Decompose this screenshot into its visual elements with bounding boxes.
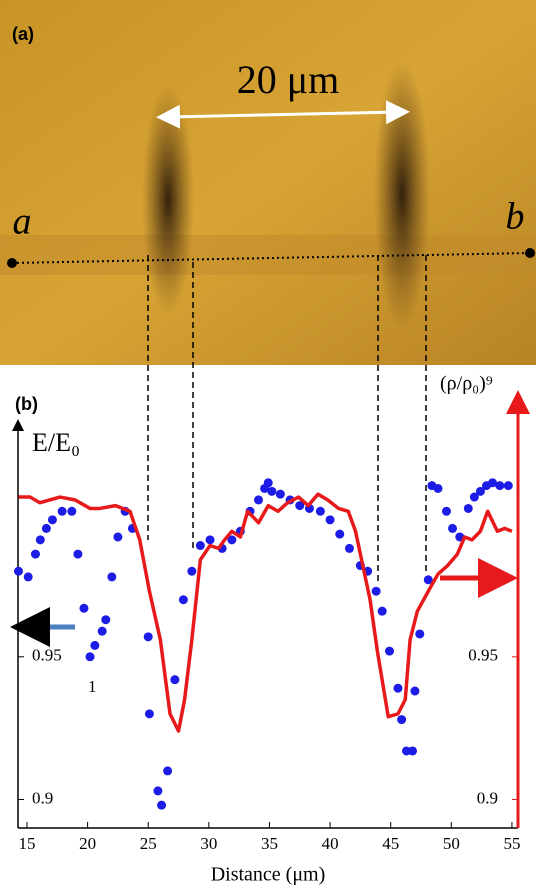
panel-label: (a) (12, 24, 34, 44)
scatter-point (495, 481, 505, 491)
scatter-point (441, 506, 451, 516)
scatter-point (254, 495, 264, 505)
scatter-point (433, 483, 443, 493)
x-tick-label: 40 (322, 834, 339, 853)
annotation: 1 (88, 677, 97, 696)
y2-axis-label: (ρ/ρ₀)⁹ (440, 373, 493, 395)
scatter-point (448, 523, 458, 533)
scatter-point (384, 646, 394, 656)
x-tick-label: 35 (261, 834, 278, 853)
x-tick-label: 20 (79, 834, 96, 853)
crack (374, 60, 430, 330)
scatter-point (79, 603, 89, 613)
scatter-point (263, 478, 273, 488)
x-tick-label: 15 (18, 834, 35, 853)
scatter-point (195, 541, 205, 551)
scatter-point (410, 686, 420, 696)
x-tick-label: 30 (200, 834, 217, 853)
scatter-point (143, 632, 153, 642)
y-tick-label: 0.9 (32, 788, 53, 807)
point-label: a (13, 201, 32, 243)
scatter-point (335, 529, 345, 539)
scatter-point (90, 640, 100, 650)
scale-label: 20 μm (237, 57, 340, 102)
scatter-point (371, 586, 381, 596)
y-tick-label: 0.95 (32, 646, 62, 665)
scatter-point (408, 746, 418, 756)
crack (142, 85, 194, 315)
scatter-point (295, 501, 305, 511)
x-tick-label: 45 (382, 834, 399, 853)
scatter-point (13, 566, 23, 576)
scatter-point (41, 523, 51, 533)
scatter-point (397, 715, 407, 725)
scatter-point (23, 572, 33, 582)
scatter-point (488, 478, 498, 488)
scatter-point (97, 626, 107, 636)
scatter-point (107, 572, 117, 582)
scale-bar (156, 100, 410, 129)
scatter-point (205, 535, 215, 545)
scatter-point (153, 786, 163, 796)
scatter-point (463, 503, 473, 513)
y-axis-label: E/E₀ (32, 428, 80, 457)
scatter-point (377, 606, 387, 616)
series-line (18, 492, 513, 733)
scatter-point (85, 652, 95, 662)
scatter-point (344, 543, 354, 553)
x-axis-label: Distance (μm) (211, 864, 326, 886)
scatter-point (163, 766, 173, 776)
scatter-point (423, 575, 433, 585)
panel-label: (b) (15, 394, 38, 414)
scatter-point (325, 515, 335, 525)
micrograph (0, 0, 536, 365)
scatter-point (101, 615, 111, 625)
profile-end (525, 248, 535, 258)
scatter-point (187, 566, 197, 576)
x-tick-label: 55 (503, 834, 520, 853)
scatter-point (503, 481, 513, 491)
scatter-point (30, 549, 40, 559)
scatter-point (47, 515, 57, 525)
scatter-point (57, 506, 67, 516)
profile-end (7, 258, 17, 268)
guide-lines (147, 255, 427, 585)
scatter-point (178, 595, 188, 605)
micrograph-band (0, 235, 536, 275)
scatter-point (315, 506, 325, 516)
y2-tick-label: 0.9 (477, 788, 498, 807)
point-label: b (506, 196, 525, 238)
scatter-point (157, 800, 167, 810)
profile-line (11, 252, 531, 264)
scatter-point (267, 486, 277, 496)
scatter-point (227, 535, 237, 545)
scatter-point (67, 506, 77, 516)
scatter-point (170, 675, 180, 685)
scatter-point (393, 683, 403, 693)
y2-tick-label: 0.95 (468, 646, 498, 665)
scatter-point (475, 486, 485, 496)
scatter-point (469, 492, 479, 502)
scatter-point (144, 709, 154, 719)
x-tick-label: 50 (443, 834, 460, 853)
x-tick-label: 25 (140, 834, 157, 853)
scatter-point (113, 532, 123, 542)
scatter-point (35, 535, 45, 545)
scatter-point (73, 549, 83, 559)
scatter-point (415, 629, 425, 639)
scatter-point (275, 489, 285, 499)
